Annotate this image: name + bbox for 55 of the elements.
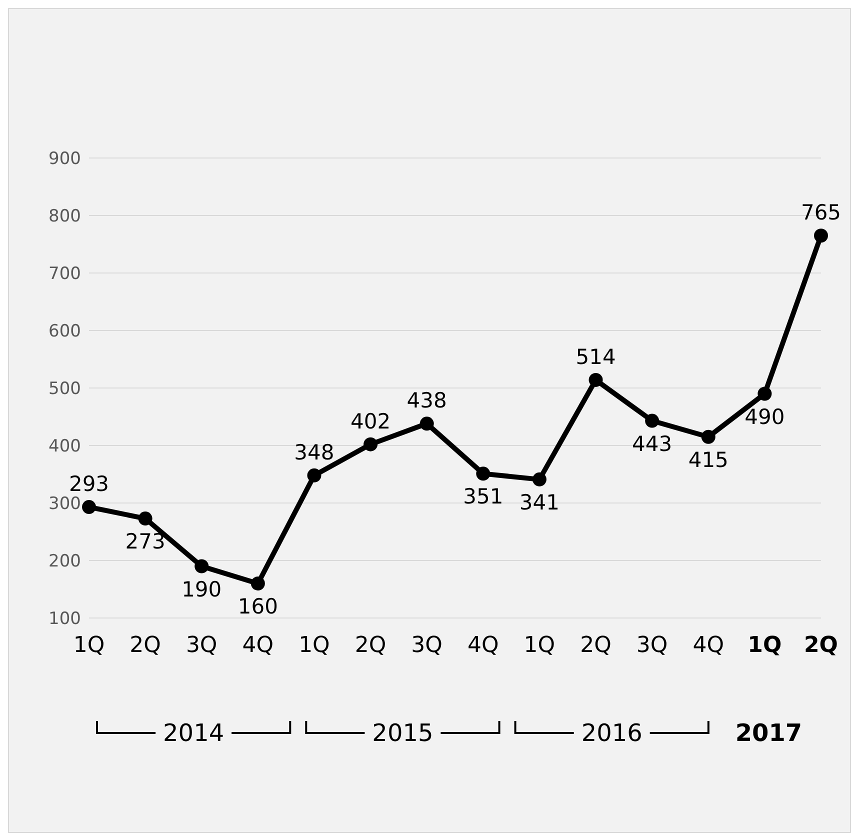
x-tick-label: 2Q: [804, 633, 838, 658]
text: 2017: [735, 719, 802, 747]
data-label: 765: [800, 200, 842, 225]
x-tick-label: 2Q: [354, 633, 386, 658]
data-label: 351: [463, 484, 504, 509]
text: 2014: [163, 719, 224, 747]
x-tick-label: 3Q: [186, 633, 218, 658]
point: [588, 372, 603, 387]
point: [814, 228, 828, 243]
point: [138, 512, 152, 526]
data-label: 443: [632, 432, 672, 456]
point: [701, 430, 716, 444]
x-tick-label: 1Q: [524, 633, 556, 658]
data-label: 402: [350, 409, 391, 434]
data-label: 190: [182, 577, 222, 602]
x-tick-label: 1Q: [748, 633, 782, 658]
y-tick-label: 500: [48, 379, 81, 400]
y-tick-label: 900: [48, 149, 81, 170]
x-tick-label: 1Q: [298, 633, 330, 658]
y-tick-label: 100: [48, 609, 81, 630]
point: [532, 472, 546, 486]
x-tick-label: 1Q: [73, 633, 105, 658]
data-label: 438: [406, 388, 447, 413]
data-label: 348: [294, 440, 334, 464]
data-label: 490: [744, 404, 785, 429]
point: [307, 468, 322, 482]
data-label: 514: [576, 344, 616, 369]
data-label: 341: [519, 490, 560, 514]
y-tick-label: 600: [48, 322, 81, 342]
data-label: 160: [238, 594, 278, 618]
y-tick-label: 200: [48, 552, 81, 572]
point: [82, 500, 96, 514]
data-label: 293: [68, 472, 110, 496]
point: [420, 416, 434, 431]
data-label: 273: [125, 530, 166, 554]
y-tick-label: 800: [48, 206, 81, 227]
x-tick-label: 4Q: [692, 633, 724, 658]
point: [250, 576, 265, 590]
y-tick-label: 400: [48, 436, 81, 457]
x-tick-label: 4Q: [467, 633, 499, 658]
data-label: 415: [688, 448, 728, 472]
text: 2015: [372, 719, 434, 747]
x-tick-label: 2Q: [130, 633, 161, 658]
point: [364, 437, 378, 452]
x-tick-label: 2Q: [580, 633, 612, 658]
text: 2016: [581, 719, 642, 747]
point: [476, 466, 490, 481]
point: [758, 386, 772, 401]
x-tick-label: 3Q: [636, 633, 668, 658]
y-tick-label: 700: [48, 264, 81, 284]
point: [645, 414, 660, 428]
x-tick-label: 4Q: [242, 633, 274, 658]
y-tick-label: 300: [48, 494, 81, 514]
point: [194, 559, 209, 574]
x-tick-label: 3Q: [411, 633, 443, 658]
